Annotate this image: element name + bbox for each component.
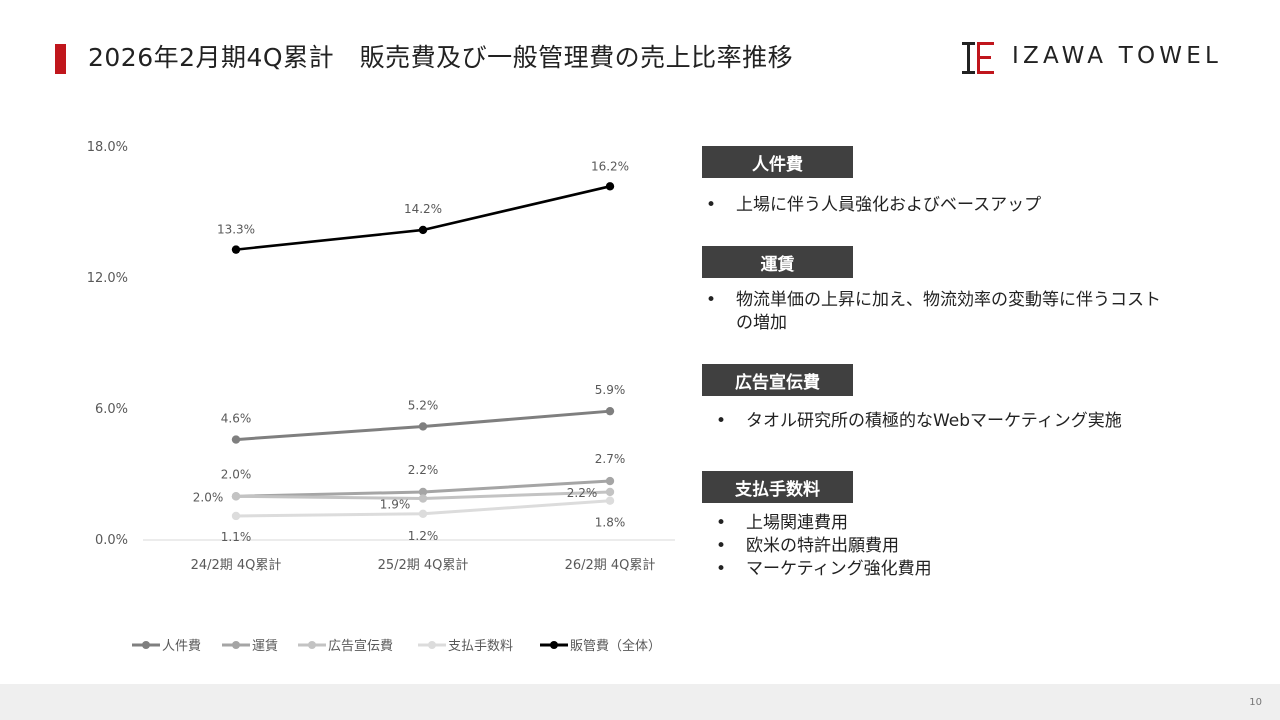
category-bullet-list: 物流単価の上昇に加え、物流効率の変動等に伴うコストの増加: [706, 289, 1176, 335]
legend-marker: [142, 641, 150, 649]
bullet-item: 上場関連費用: [716, 512, 1176, 535]
data-label: 13.3%: [217, 223, 255, 237]
data-point: [231, 511, 241, 521]
data-point: [605, 487, 615, 497]
data-label: 1.2%: [408, 529, 439, 543]
legend-marker: [232, 641, 240, 649]
y-tick-label: 0.0%: [95, 533, 128, 548]
data-label: 5.9%: [595, 383, 626, 397]
y-tick-label: 18.0%: [87, 140, 128, 155]
data-label: 1.1%: [221, 530, 252, 544]
data-point: [418, 509, 428, 518]
y-tick-label: 12.0%: [87, 271, 128, 286]
data-label: 2.0%: [193, 490, 224, 504]
legend-label: 人件費: [162, 639, 201, 654]
legend-label: 運賃: [252, 639, 278, 654]
data-label: 2.7%: [595, 452, 626, 466]
line-chart: 0.0% 6.0% 12.0% 18.0% 24/2期 4Q累計 25/2期 4Q累計 26…: [87, 140, 675, 654]
category-heading: 運賃: [702, 246, 853, 278]
data-point: [231, 245, 241, 254]
page-number: 10: [1249, 697, 1262, 708]
footer-bar: [0, 684, 1280, 720]
company-logo-icon: [962, 42, 994, 74]
data-point: [605, 496, 615, 505]
category-heading: 広告宣伝費: [702, 364, 853, 396]
bullet-item: 上場に伴う人員強化およびベースアップ: [706, 194, 1106, 217]
data-point: [418, 225, 428, 235]
data-label: 2.0%: [221, 467, 252, 481]
data-label: 16.2%: [591, 159, 629, 173]
data-point: [231, 435, 241, 444]
data-label: 14.2%: [404, 202, 442, 216]
data-label: 2.2%: [408, 463, 439, 477]
data-label: 5.2%: [408, 398, 439, 412]
category-heading: 人件費: [702, 146, 853, 178]
series-line: [235, 185, 611, 251]
legend-marker: [550, 641, 558, 649]
x-tick-label: 26/2期 4Q累計: [565, 557, 656, 573]
x-tick-label: 25/2期 4Q累計: [378, 557, 469, 573]
x-tick-label: 24/2期 4Q累計: [191, 557, 282, 573]
page-title: 2026年2月期4Q累計 販売費及び一般管理費の売上比率推移: [88, 43, 794, 72]
brand-name: IZAWA TOWEL: [1012, 43, 1222, 69]
data-label: 2.2%: [567, 486, 598, 500]
bullet-item: 欧米の特許出願費用: [716, 535, 1176, 558]
y-tick-label: 6.0%: [95, 402, 128, 417]
category-heading: 支払手数料: [702, 471, 853, 503]
data-point: [231, 492, 241, 501]
bullet-item: 物流単価の上昇に加え、物流効率の変動等に伴うコストの増加: [706, 289, 1176, 335]
data-point: [418, 422, 428, 431]
data-point: [418, 494, 428, 503]
data-point: [418, 487, 428, 497]
category-bullet-list: タオル研究所の積極的なWebマーケティング実施: [716, 410, 1176, 433]
data-point: [605, 406, 615, 416]
bullet-item: タオル研究所の積極的なWebマーケティング実施: [716, 410, 1176, 433]
legend-label: 販管費（全体）: [570, 638, 661, 654]
data-point: [605, 476, 615, 486]
legend-label: 支払手数料: [448, 639, 513, 654]
bullet-item: マーケティング強化費用: [716, 558, 1176, 581]
legend-marker: [428, 641, 436, 649]
title-accent-bar: [55, 44, 66, 74]
category-bullet-list: 上場関連費用欧米の特許出願費用マーケティング強化費用: [716, 512, 1176, 581]
category-bullet-list: 上場に伴う人員強化およびベースアップ: [706, 194, 1106, 217]
data-label: 4.6%: [221, 412, 252, 426]
data-label: 1.8%: [595, 516, 626, 530]
data-label: 1.9%: [380, 498, 411, 512]
data-point: [605, 182, 615, 191]
legend-label: 広告宣伝費: [328, 638, 393, 654]
legend-marker: [308, 641, 316, 649]
